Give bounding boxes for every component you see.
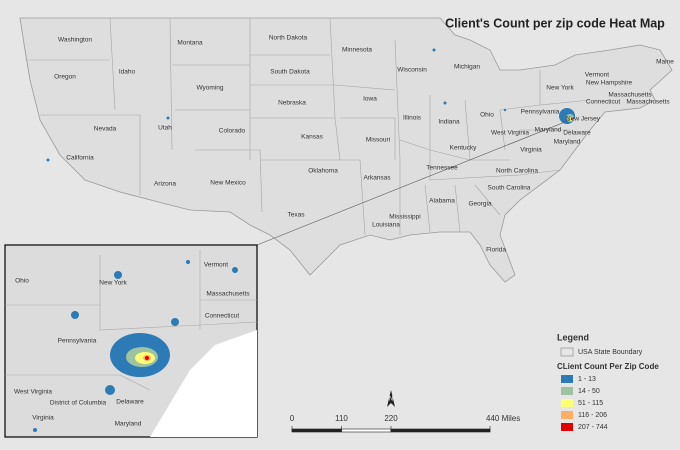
state-label: South Dakota [270, 69, 310, 76]
state-label: Kansas [301, 134, 323, 141]
state-label: Maryland [554, 139, 581, 146]
state-label: Vermont [585, 72, 609, 79]
state-label: Nebraska [278, 100, 306, 107]
scale-segment [390, 428, 491, 433]
state-label: Alabama [429, 198, 455, 205]
state-label: Indiana [438, 119, 460, 126]
inset-label: Maryland [115, 421, 142, 428]
legend-label: 116 - 206 [578, 412, 607, 419]
scale-label: 110 [335, 414, 348, 423]
scale-segment [341, 428, 392, 433]
legend-swatch [561, 387, 573, 395]
state-label: West Virginia [491, 130, 529, 137]
legend-label: 14 - 50 [578, 388, 600, 395]
legend-label: 1 - 13 [578, 376, 596, 383]
state-label: Maryland [535, 127, 562, 134]
legend-swatch [561, 375, 573, 383]
state-label: Minnesota [342, 47, 372, 54]
title: Client's Count per zip code Heat Map [445, 16, 665, 30]
legend-boundary: USA State Boundary [578, 349, 643, 356]
state-label: Iowa [363, 96, 377, 103]
state-label: Washington [58, 37, 92, 44]
state-label: Arkansas [363, 175, 391, 182]
state-label: Arizona [154, 181, 176, 188]
state-label: Georgia [468, 201, 492, 208]
state-label: Colorado [219, 128, 246, 135]
inset-label: West Virginia [14, 389, 52, 396]
state-label: New Jersey [566, 116, 601, 123]
inset-label: Connecticut [205, 313, 240, 320]
state-label: Montana [177, 40, 203, 47]
state-label: Oregon [54, 74, 76, 81]
state-label: Tennessee [426, 165, 458, 172]
state-boundaries [25, 17, 591, 236]
inset [4, 244, 258, 438]
usa-land [19, 17, 673, 283]
state-label: New Hampshire [586, 80, 633, 87]
inset-leader [256, 119, 571, 246]
state-label: Massachusetts [608, 92, 652, 99]
state-label: North Carolina [496, 168, 538, 175]
legend-label: 51 - 115 [578, 400, 603, 407]
state-label: Oklahoma [308, 168, 338, 175]
boundary-swatch [560, 347, 574, 357]
state-label: Wisconsin [397, 67, 427, 74]
state-label: Florida [486, 247, 506, 254]
state-label: Pennsylvania [521, 109, 560, 116]
inset-label: Ohio [15, 278, 29, 285]
inset-label: District of Columbia [50, 400, 107, 407]
state-label: Delaware [563, 130, 591, 137]
state-label: New Mexico [210, 180, 246, 187]
legend-swatch [561, 411, 573, 419]
inset-label: Delaware [116, 399, 144, 406]
state-label: Maine [656, 59, 674, 66]
state-label: Connecticut [586, 99, 621, 106]
legend-swatch [561, 423, 573, 431]
state-label: Utah [158, 125, 172, 132]
state-label: Missouri [366, 137, 390, 144]
state-label: Idaho [119, 69, 136, 76]
scale-label: 0 [290, 414, 295, 423]
state-label: Louisiana [372, 222, 400, 229]
state-label: Illinois [403, 115, 422, 122]
state-label: Ohio [480, 112, 494, 119]
state-label: North Dakota [269, 35, 308, 42]
state-label: Wyoming [196, 85, 223, 92]
state-label: South Carolina [488, 185, 531, 192]
inset-label: Virginia [32, 415, 54, 422]
inset-label: Massachusetts [206, 291, 250, 298]
north-arrow: N [387, 390, 395, 407]
inset-label: Vermont [204, 262, 228, 269]
north-label: N [389, 397, 393, 403]
scale-segment [291, 428, 342, 433]
state-label: California [66, 155, 94, 162]
inset-label: Pennsylvania [58, 338, 97, 345]
state-label: New York [546, 85, 574, 92]
inset-label: New York [99, 280, 127, 287]
state-label: Virginia [520, 147, 542, 154]
legend-label: 207 - 744 [578, 424, 608, 431]
state-label: Kentucky [450, 145, 477, 152]
state-label: Massachusetts [626, 99, 670, 106]
scale-label: 440 Miles [486, 414, 520, 423]
state-label: Michigan [454, 64, 480, 71]
legend-subtitle: CLient Count Per Zip Code [557, 362, 659, 371]
scale-label: 220 [384, 414, 398, 423]
state-label: Mississippi [389, 214, 420, 221]
legend-swatch [561, 399, 573, 407]
legend-title: Legend [557, 332, 589, 342]
state-label: Nevada [94, 126, 117, 133]
state-label: Texas [288, 212, 306, 219]
